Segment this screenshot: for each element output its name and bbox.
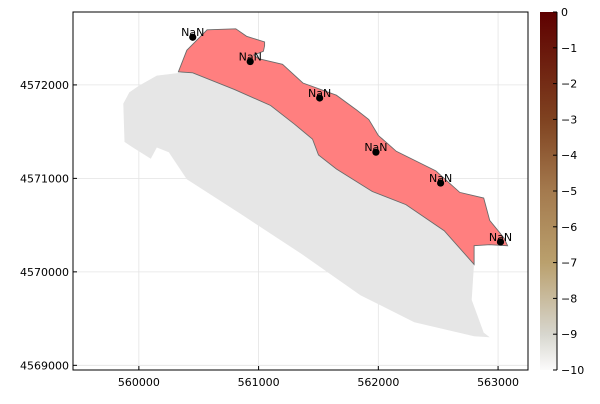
x-tick-label: 560000: [118, 376, 160, 389]
data-point: [246, 57, 254, 66]
colorbar-tick-label: −7: [561, 257, 577, 270]
colorbar-tick-label: 0: [561, 6, 568, 19]
y-tick-label: 4571000: [20, 172, 69, 185]
x-tick-label: 563000: [477, 376, 519, 389]
highlight-region: [177, 28, 509, 266]
colorbar-tick-label: −1: [561, 42, 577, 55]
y-tick-label: 4572000: [20, 79, 69, 92]
data-point: [372, 148, 380, 156]
colorbar-tick-label: −10: [561, 364, 584, 377]
data-point: [496, 238, 505, 246]
point-label: NaN: [364, 141, 387, 154]
colorbar-tick-label: −3: [561, 113, 577, 126]
colorbar-tick-label: −9: [561, 328, 577, 341]
x-tick-label: 561000: [238, 376, 280, 389]
colorbar-tick-label: −4: [561, 149, 577, 162]
axes-layer: 560000 561000 562000 563000 4569000 4570000 45…: [20, 11, 529, 389]
point-label: NaN: [429, 172, 452, 185]
point-label: NaN: [489, 231, 512, 244]
data-point: [189, 33, 197, 41]
data-point: [316, 94, 324, 102]
point-layer: NaN NaN NaN NaN NaN NaN: [181, 26, 512, 246]
colorbar-gradient: [540, 12, 557, 370]
y-tick-label: 4570000: [20, 266, 69, 279]
colorbar-tick-label: −6: [561, 221, 577, 234]
region-layer: [123, 28, 509, 338]
data-point: [436, 179, 445, 187]
y-tick-label: 4569000: [20, 359, 69, 372]
x-tick-label: 562000: [357, 376, 399, 389]
colorbar: 0 −1 −2 −3 −4 −5 −6 −7 −8 −9 −10: [540, 6, 584, 377]
point-label: NaN: [308, 87, 331, 100]
colorbar-tick-label: −2: [561, 78, 577, 91]
background-region: [123, 71, 490, 338]
point-label: NaN: [239, 51, 262, 64]
plot-frame: [72, 11, 529, 371]
colorbar-tick-label: −5: [561, 185, 577, 198]
colorbar-tick-label: −8: [561, 292, 577, 305]
point-label: NaN: [181, 26, 204, 39]
